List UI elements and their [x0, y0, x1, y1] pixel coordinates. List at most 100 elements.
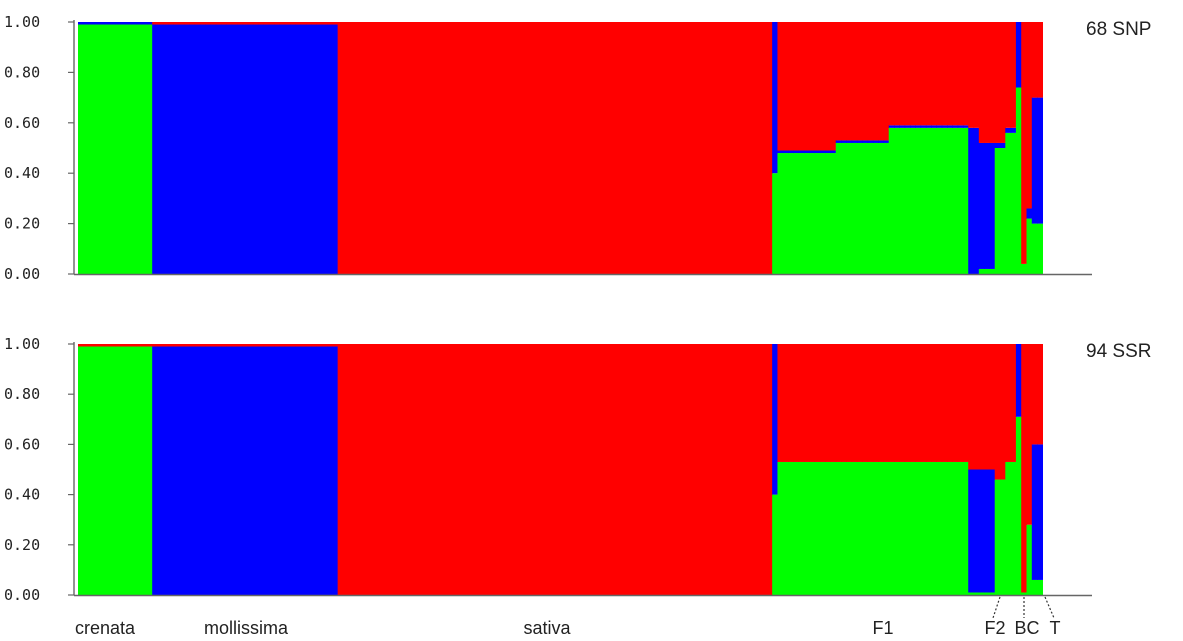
- bar-segment-blue: [183, 346, 190, 595]
- group-label-bc: BC: [1014, 618, 1039, 638]
- bar-segment-red: [321, 344, 328, 347]
- bar-segment-red: [957, 344, 964, 462]
- bar-segment-blue: [984, 469, 991, 593]
- bar-segment-blue: [814, 150, 821, 154]
- bar-segment-red: [178, 22, 185, 25]
- group-label-crenata: crenata: [75, 618, 136, 638]
- bar-segment-red: [644, 344, 651, 595]
- bar-segment-red: [258, 22, 265, 25]
- bar-segment-red: [925, 22, 932, 126]
- bar-segment-red: [719, 22, 726, 274]
- bar-segment-green: [777, 461, 784, 595]
- bar-segment-green: [109, 346, 116, 595]
- y-tick-label: 1.00: [4, 335, 40, 353]
- bar-segment-red: [88, 344, 95, 347]
- bar-segment-red: [512, 344, 519, 595]
- bar-segment-blue: [782, 150, 789, 154]
- bar-segment-red: [353, 344, 360, 595]
- bar-segment-blue: [984, 142, 991, 269]
- bar-segment-blue: [989, 469, 996, 593]
- bar-segment-red: [1000, 22, 1006, 143]
- bar-segment-red: [173, 344, 180, 347]
- bar-segment-blue: [125, 22, 132, 25]
- bar-segment-blue: [146, 22, 153, 25]
- bar-segment-red: [454, 344, 461, 595]
- bar-segment-red: [750, 344, 757, 595]
- bar-segment-green: [851, 461, 858, 595]
- bar-segment-green: [899, 461, 906, 595]
- bar-segment-blue: [268, 346, 275, 595]
- bar-segment-blue: [99, 22, 106, 25]
- bar-segment-green: [1026, 218, 1033, 274]
- bar-segment-red: [173, 22, 180, 25]
- bar-segment-green: [920, 127, 927, 274]
- bar-segment-blue: [989, 142, 996, 269]
- bar-segment-red: [989, 344, 996, 470]
- bar-segment-red: [867, 22, 874, 141]
- bar-segment-red: [591, 22, 598, 274]
- bar-segment-red: [671, 22, 678, 274]
- bar-segment-green: [952, 127, 959, 274]
- bar-segment-green: [772, 494, 779, 595]
- bar-segment-red: [496, 344, 503, 595]
- bar-segment-red: [962, 344, 969, 462]
- bar-segment-red: [634, 22, 641, 274]
- bar-segment-green: [962, 127, 969, 274]
- bar-segment-red: [501, 344, 508, 595]
- bar-segment-blue: [284, 346, 291, 595]
- bar-segment-blue: [136, 22, 143, 25]
- bar-segment-red: [1021, 344, 1028, 593]
- bar-segment-red: [788, 344, 794, 462]
- bar-segment-blue: [178, 346, 185, 595]
- bar-segment-green: [1015, 87, 1022, 275]
- bar-segment-red: [1000, 344, 1006, 480]
- bar-segment-red: [369, 22, 376, 274]
- bar-segment-blue: [173, 346, 180, 595]
- bar-segment-blue: [305, 346, 312, 595]
- bar-segment-red: [130, 344, 137, 347]
- bar-segment-green: [136, 346, 143, 595]
- bar-segment-blue: [1005, 127, 1012, 133]
- bar-segment-red: [390, 344, 397, 595]
- bar-segment-green: [978, 592, 985, 595]
- bar-segment-blue: [777, 150, 784, 154]
- bar-segment-green: [904, 461, 911, 595]
- bar-segment-red: [671, 344, 678, 595]
- bar-segment-red: [284, 22, 291, 25]
- bar-segment-red: [899, 22, 906, 126]
- bar-segment-blue: [252, 346, 259, 595]
- bar-segment-red: [78, 344, 84, 347]
- bar-segment-blue: [120, 22, 127, 25]
- bar-segment-red: [199, 344, 206, 347]
- bar-segment-red: [369, 344, 376, 595]
- bar-segment-red: [756, 22, 763, 274]
- bar-segment-red: [533, 344, 540, 595]
- bar-segment-red: [745, 344, 752, 595]
- bar-segment-blue: [947, 125, 953, 128]
- bar-segment-blue: [162, 24, 169, 274]
- bar-segment-red: [438, 344, 445, 595]
- bar-segment-blue: [263, 24, 270, 274]
- bars-group: [78, 344, 1043, 595]
- bar-segment-blue: [215, 346, 222, 595]
- bar-segment-red: [109, 344, 116, 347]
- bar-segment-red: [909, 22, 916, 126]
- bar-segment-green: [947, 127, 953, 274]
- bar-segment-blue: [300, 346, 307, 595]
- bar-segment-green: [88, 346, 95, 595]
- bar-segment-red: [798, 22, 805, 151]
- bar-segment-red: [782, 344, 789, 462]
- bar-segment-blue: [199, 346, 206, 595]
- bar-segment-green: [835, 461, 842, 595]
- bar-segment-red: [480, 22, 487, 274]
- bar-segment-red: [486, 344, 492, 595]
- bar-segment-red: [623, 22, 630, 274]
- bar-segment-red: [814, 22, 821, 151]
- bar-segment-red: [438, 22, 445, 274]
- bar-segment-blue: [321, 24, 328, 274]
- bar-segment-blue: [327, 346, 333, 595]
- bar-segment-red: [205, 22, 212, 25]
- bar-segment-red: [274, 22, 280, 25]
- bar-segment-red: [475, 344, 482, 595]
- bar-segment-green: [846, 461, 853, 595]
